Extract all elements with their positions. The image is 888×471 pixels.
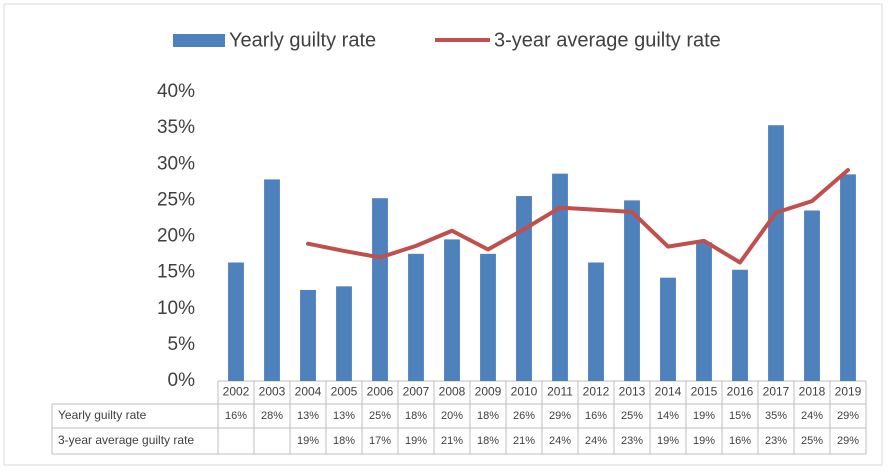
table-cell: 15% bbox=[729, 410, 751, 422]
table-cell: 21% bbox=[513, 435, 535, 447]
x-tick-label: 2011 bbox=[547, 385, 573, 399]
y-tick-label: 10% bbox=[157, 298, 195, 319]
bar bbox=[624, 200, 640, 381]
table-cell: 16% bbox=[585, 410, 607, 422]
y-tick-label: 35% bbox=[157, 117, 195, 138]
table-cell: 13% bbox=[333, 410, 355, 422]
table-cell: 18% bbox=[333, 435, 355, 447]
legend-label: 3-year average guilty rate bbox=[494, 29, 721, 51]
table-cell: 18% bbox=[477, 435, 499, 447]
bar bbox=[516, 196, 532, 381]
table-cell: 19% bbox=[657, 435, 679, 447]
table-cell: 14% bbox=[657, 410, 679, 422]
table-cell: 23% bbox=[621, 435, 643, 447]
table-cell: 21% bbox=[441, 435, 463, 447]
table-cell: 19% bbox=[693, 410, 715, 422]
table-cell: 28% bbox=[261, 410, 283, 422]
x-tick-label: 2012 bbox=[583, 385, 610, 399]
table-cell: 26% bbox=[513, 410, 535, 422]
y-tick-label: 0% bbox=[168, 370, 196, 391]
table-cell: 25% bbox=[801, 435, 823, 447]
table-cell: 24% bbox=[801, 410, 823, 422]
table-cell: 25% bbox=[369, 410, 391, 422]
x-tick-label: 2019 bbox=[835, 385, 862, 399]
table-cell: 16% bbox=[225, 410, 247, 422]
y-tick-label: 40% bbox=[157, 81, 195, 102]
bar bbox=[588, 262, 604, 381]
table-row-header: 3-year average guilty rate bbox=[58, 433, 194, 447]
x-tick-label: 2007 bbox=[403, 385, 430, 399]
table-cell: 16% bbox=[729, 435, 751, 447]
bar bbox=[768, 125, 784, 381]
bar bbox=[372, 198, 388, 381]
y-tick-label: 25% bbox=[157, 189, 195, 210]
x-tick-label: 2016 bbox=[727, 385, 754, 399]
x-tick-label: 2017 bbox=[763, 385, 790, 399]
bar bbox=[552, 173, 568, 381]
y-tick-label: 20% bbox=[157, 226, 195, 247]
x-tick-label: 2005 bbox=[331, 385, 358, 399]
y-tick-label: 30% bbox=[157, 153, 195, 174]
bar bbox=[336, 286, 352, 381]
table-cell: 35% bbox=[765, 410, 787, 422]
bar bbox=[444, 239, 460, 381]
x-tick-label: 2003 bbox=[259, 385, 286, 399]
table-cell: 19% bbox=[297, 435, 319, 447]
table-cell: 19% bbox=[405, 435, 427, 447]
table-cell: 20% bbox=[441, 410, 463, 422]
x-tick-label: 2004 bbox=[295, 385, 322, 399]
table-cell: 18% bbox=[405, 410, 427, 422]
x-tick-label: 2015 bbox=[691, 385, 718, 399]
bar bbox=[804, 210, 820, 381]
bar bbox=[264, 179, 280, 381]
bar bbox=[408, 253, 424, 381]
bar bbox=[660, 277, 676, 381]
table-cell: 25% bbox=[621, 410, 643, 422]
legend-label: Yearly guilty rate bbox=[229, 29, 376, 51]
table-cell: 17% bbox=[369, 435, 391, 447]
y-tick-label: 15% bbox=[157, 262, 195, 283]
bar bbox=[480, 253, 496, 381]
bar bbox=[696, 242, 712, 381]
x-tick-label: 2014 bbox=[655, 385, 682, 399]
table-cell: 18% bbox=[477, 410, 499, 422]
table-cell: 29% bbox=[549, 410, 571, 422]
x-tick-label: 2008 bbox=[439, 385, 466, 399]
x-tick-label: 2009 bbox=[475, 385, 502, 399]
bar bbox=[228, 262, 244, 381]
x-tick-label: 2018 bbox=[799, 385, 826, 399]
x-tick-label: 2013 bbox=[619, 385, 646, 399]
table-row-header: Yearly guilty rate bbox=[58, 408, 147, 422]
x-tick-label: 2006 bbox=[367, 385, 394, 399]
bar bbox=[300, 289, 316, 381]
y-tick-label: 5% bbox=[168, 334, 196, 355]
line bbox=[306, 168, 850, 265]
bar bbox=[732, 269, 748, 381]
table-cell: 13% bbox=[297, 410, 319, 422]
x-tick-label: 2010 bbox=[511, 385, 538, 399]
bar bbox=[840, 174, 856, 381]
legend-swatch bbox=[173, 34, 225, 47]
table-cell: 19% bbox=[693, 435, 715, 447]
table-cell: 24% bbox=[585, 435, 607, 447]
table-cell: 24% bbox=[549, 435, 571, 447]
x-tick-label: 2002 bbox=[223, 385, 250, 399]
table-cell: 29% bbox=[837, 435, 859, 447]
table-cell: 23% bbox=[765, 435, 787, 447]
table-cell: 29% bbox=[837, 410, 859, 422]
